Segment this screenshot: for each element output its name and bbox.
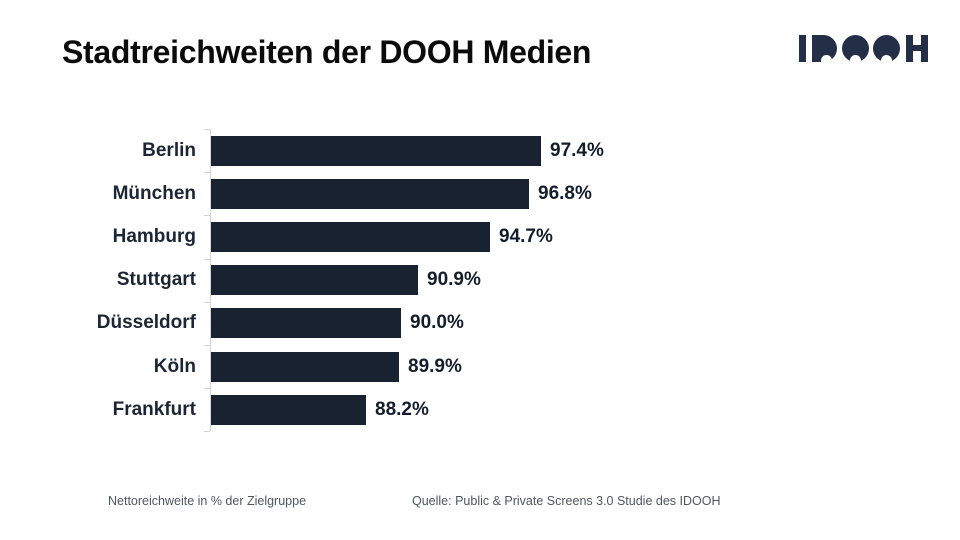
category-label: Berlin [142, 139, 196, 161]
value-label: 89.9% [408, 355, 462, 377]
axis-note: Nettoreichweite in % der Zielgruppe [108, 494, 307, 508]
axis-tick [204, 345, 210, 346]
axis-tick [204, 431, 210, 432]
logo-notch-icon [850, 54, 861, 66]
bar-area: 94.7% [211, 221, 706, 252]
value-label: 94.7% [499, 225, 553, 247]
chart-row: Frankfurt 88.2% [86, 388, 706, 431]
bar-area: 96.8% [211, 178, 706, 209]
value-label: 96.8% [538, 182, 592, 204]
chart-row: Stuttgart 90.9% [86, 259, 706, 302]
bar-area: 90.0% [211, 308, 706, 339]
logo-letter-o-first [842, 34, 869, 66]
axis-tick [204, 129, 210, 130]
value-label: 97.4% [550, 139, 604, 161]
bar [211, 265, 418, 296]
axis-tick [204, 259, 210, 260]
logo-letter-h [906, 34, 928, 62]
value-label: 88.2% [375, 398, 429, 420]
y-axis-line [210, 129, 211, 431]
logo-letter-i [799, 34, 806, 62]
logo-notch-icon [821, 54, 832, 66]
bar [211, 351, 399, 382]
bar-area: 90.9% [211, 265, 706, 296]
bar-area: 97.4% [211, 135, 706, 166]
chart-rows: Berlin 97.4% München 96.8% Hamburg 94.7% Stutt… [86, 129, 706, 431]
idooh-logo [799, 34, 928, 66]
category-label: München [112, 182, 196, 204]
chart-row: Berlin 97.4% [86, 129, 706, 172]
category-label: Frankfurt [112, 398, 196, 420]
source-note: Quelle: Public & Private Screens 3.0 Stu… [412, 494, 721, 508]
logo-notch-icon [881, 54, 892, 66]
chart-row: Düsseldorf 90.0% [86, 302, 706, 345]
category-label: Köln [153, 355, 196, 377]
value-label: 90.0% [410, 312, 464, 334]
category-label: Düsseldorf [96, 312, 196, 334]
category-label: Hamburg [112, 225, 196, 247]
bar [211, 178, 529, 209]
page-title: Stadtreichweiten der DOOH Medien [62, 34, 592, 70]
axis-tick [204, 302, 210, 303]
logo-letter-d [812, 34, 837, 66]
axis-tick [204, 388, 210, 389]
city-reach-bar-chart: Berlin 97.4% München 96.8% Hamburg 94.7% Stutt… [86, 129, 706, 432]
chart-row: Hamburg 94.7% [86, 215, 706, 258]
bar [211, 308, 401, 339]
category-label: Stuttgart [116, 269, 196, 291]
axis-tick [204, 172, 210, 173]
bar-area: 88.2% [211, 394, 706, 425]
bar [211, 221, 490, 252]
bar [211, 135, 541, 166]
axis-tick [204, 215, 210, 216]
chart-row: München 96.8% [86, 172, 706, 215]
bar [211, 394, 366, 425]
logo-letter-o-second [873, 34, 900, 66]
bar-area: 89.9% [211, 351, 706, 382]
chart-row: Köln 89.9% [86, 345, 706, 388]
value-label: 90.9% [427, 269, 481, 291]
